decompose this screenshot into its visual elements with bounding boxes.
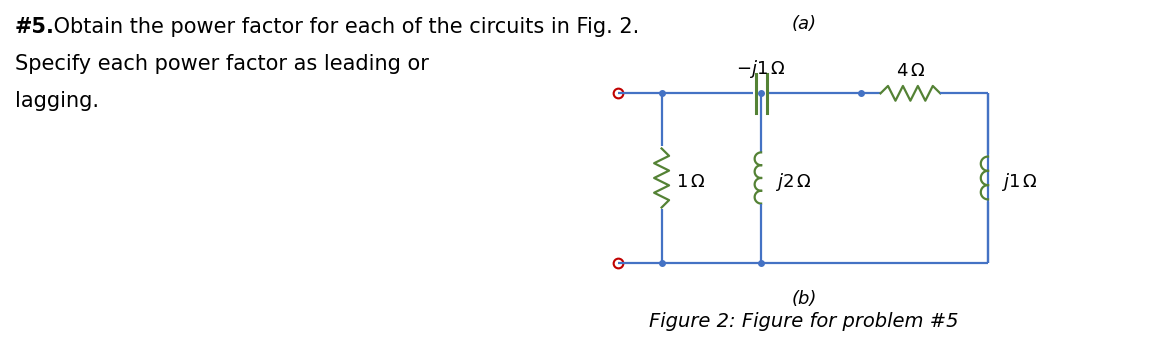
Text: Obtain the power factor for each of the circuits in Fig. 2.: Obtain the power factor for each of the … bbox=[46, 17, 639, 36]
Text: $4\,\Omega$: $4\,\Omega$ bbox=[896, 62, 926, 80]
Text: $1\,\Omega$: $1\,\Omega$ bbox=[675, 173, 705, 191]
Text: #5.: #5. bbox=[15, 17, 54, 36]
Text: lagging.: lagging. bbox=[15, 91, 99, 112]
Text: $j1\,\Omega$: $j1\,\Omega$ bbox=[1001, 171, 1037, 193]
Text: (b): (b) bbox=[792, 290, 817, 308]
Text: $-j1\,\Omega$: $-j1\,\Omega$ bbox=[736, 58, 786, 80]
Text: (a): (a) bbox=[792, 15, 816, 33]
Text: Figure 2: Figure for problem #5: Figure 2: Figure for problem #5 bbox=[650, 312, 959, 331]
Text: $j2\,\Omega$: $j2\,\Omega$ bbox=[775, 171, 811, 193]
Text: Specify each power factor as leading or: Specify each power factor as leading or bbox=[15, 54, 428, 74]
